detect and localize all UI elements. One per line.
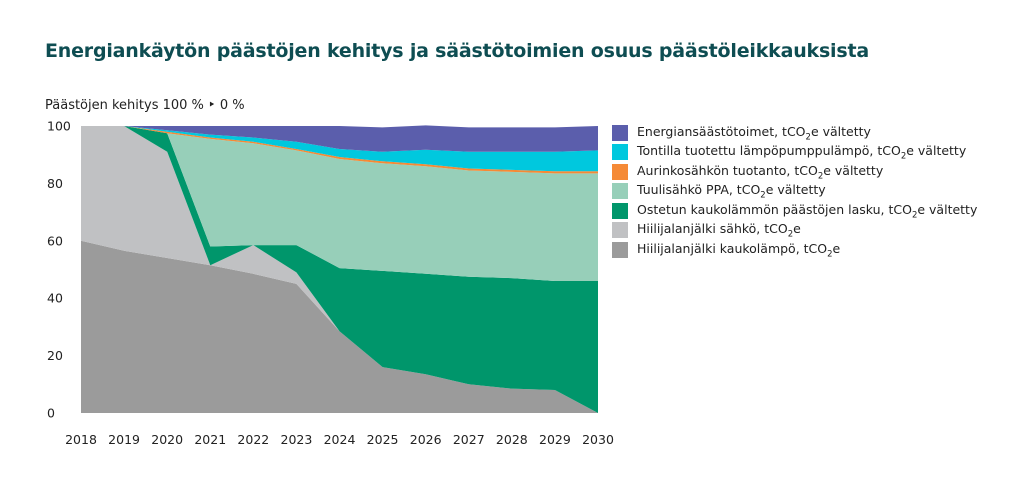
x-tick-label: 2025 <box>367 432 399 447</box>
legend-item: Hiilijalanjälki kaukolämpö, tCO2e <box>612 240 977 260</box>
y-tick-label: 100 <box>47 119 71 134</box>
x-tick-label: 2021 <box>194 432 226 447</box>
chart-title: Energiankäytön päästöjen kehitys ja sääs… <box>45 40 869 62</box>
legend-label: Hiilijalanjälki kaukolämpö, tCO2e <box>637 240 841 260</box>
legend-item: Hiilijalanjälki sähkö, tCO2e <box>612 221 977 241</box>
legend-label: Hiilijalanjälki sähkö, tCO2e <box>637 221 801 240</box>
legend-item: Tuulisähkö PPA, tCO2e vältetty <box>612 182 977 202</box>
y-tick-label: 20 <box>47 348 63 363</box>
legend-swatch <box>612 163 628 180</box>
y-tick-label: 40 <box>47 291 63 306</box>
y-tick-label: 60 <box>47 233 63 248</box>
legend-label: Tontilla tuotettu lämpöpumppulämpö, tCO2… <box>637 143 967 162</box>
legend-swatch <box>612 144 628 161</box>
area-series-6 <box>81 125 598 152</box>
x-tick-label: 2028 <box>496 432 528 447</box>
legend-label: Ostetun kaukolämmön päästöjen lasku, tCO… <box>637 201 978 221</box>
legend-swatch <box>612 241 628 258</box>
y-axis-label: Päästöjen kehitys 100 % ‣ 0 % <box>45 98 245 113</box>
legend-item: Tontilla tuotettu lämpöpumppulämpö, tCO2… <box>612 143 977 163</box>
area-series-5 <box>81 126 598 172</box>
legend-label: Tuulisähkö PPA, tCO2e vältetty <box>637 182 826 201</box>
area-series-0 <box>81 240 598 413</box>
legend-item: Aurinkosähkön tuotanto, tCO2e vältetty <box>612 162 977 182</box>
y-tick-label: 0 <box>47 406 55 421</box>
x-tick-label: 2029 <box>539 432 571 447</box>
x-tick-label: 2022 <box>237 432 269 447</box>
legend-swatch <box>612 202 628 219</box>
area-series-3 <box>81 126 598 281</box>
legend-swatch <box>612 183 628 200</box>
x-tick-label: 2019 <box>108 432 140 447</box>
x-tick-label: 2030 <box>582 432 614 447</box>
x-tick-label: 2023 <box>281 432 313 447</box>
x-tick-label: 2026 <box>410 432 442 447</box>
area-series-4 <box>81 126 598 174</box>
x-tick-label: 2024 <box>324 432 356 447</box>
x-tick-label: 2027 <box>453 432 485 447</box>
legend-label: Energiansäästötoimet, tCO2e vältetty <box>637 123 871 143</box>
area-series-2 <box>81 126 598 413</box>
area-series-1 <box>81 126 598 413</box>
x-tick-label: 2018 <box>65 432 97 447</box>
legend-label: Aurinkosähkön tuotanto, tCO2e vältetty <box>637 162 884 182</box>
legend-swatch <box>612 124 628 141</box>
x-tick-label: 2020 <box>151 432 183 447</box>
legend-item: Energiansäästötoimet, tCO2e vältetty <box>612 123 977 143</box>
legend-item: Ostetun kaukolämmön päästöjen lasku, tCO… <box>612 201 977 221</box>
legend-swatch <box>612 222 628 239</box>
chart-legend: Energiansäästötoimet, tCO2e vältetty Tont… <box>612 123 977 260</box>
y-tick-label: 80 <box>47 176 63 191</box>
